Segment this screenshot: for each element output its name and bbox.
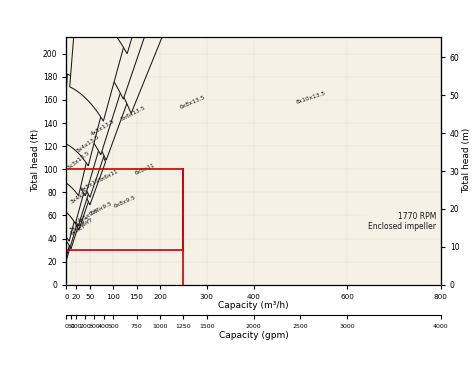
- Polygon shape: [59, 204, 78, 247]
- Polygon shape: [72, 39, 121, 155]
- Polygon shape: [56, 230, 70, 262]
- Text: 4x5x7: 4x5x7: [68, 224, 87, 237]
- Text: 4x5x9.5: 4x5x9.5: [77, 207, 100, 224]
- Polygon shape: [68, 110, 106, 197]
- Polygon shape: [70, 0, 125, 121]
- Text: 4x5x13.5: 4x5x13.5: [90, 119, 116, 137]
- Text: 5x6x11: 5x6x11: [98, 169, 120, 183]
- Polygon shape: [63, 74, 103, 166]
- Text: 4x5x11: 4x5x11: [80, 178, 100, 193]
- Bar: [66, 169, 183, 250]
- Text: 3x4x13.5: 3x4x13.5: [75, 134, 100, 154]
- Text: 2x3x13.5: 2x3x13.5: [66, 150, 91, 170]
- Polygon shape: [64, 169, 90, 230]
- Polygon shape: [70, 121, 106, 205]
- Text: 8x10x13.5: 8x10x13.5: [296, 91, 327, 105]
- Polygon shape: [81, 0, 159, 54]
- Text: 3x4x11: 3x4x11: [70, 189, 91, 205]
- Text: 1770 RPM
Enclosed impeller: 1770 RPM Enclosed impeller: [368, 211, 436, 231]
- Polygon shape: [77, 42, 128, 160]
- Polygon shape: [91, 0, 163, 114]
- Polygon shape: [83, 0, 154, 99]
- Polygon shape: [59, 162, 86, 224]
- Text: Image 1. Pump family selection chart: Image 1. Pump family selection chart: [133, 347, 341, 357]
- Polygon shape: [59, 127, 89, 196]
- Y-axis label: Total head (m): Total head (m): [462, 128, 471, 193]
- X-axis label: Capacity (gpm): Capacity (gpm): [219, 331, 289, 340]
- Text: 3x4x9.5: 3x4x9.5: [68, 216, 91, 233]
- Polygon shape: [55, 274, 60, 287]
- Polygon shape: [57, 231, 71, 263]
- Text: (Images courtesy of HI): (Images courtesy of HI): [341, 347, 456, 357]
- Text: 6x8x9.5: 6x8x9.5: [113, 195, 137, 209]
- Text: 5x6x9.5: 5x6x9.5: [90, 201, 113, 216]
- Polygon shape: [55, 249, 66, 274]
- Text: 5x6x13.5: 5x6x13.5: [120, 105, 147, 122]
- Polygon shape: [60, 205, 79, 249]
- Polygon shape: [57, 196, 77, 241]
- Polygon shape: [54, 264, 62, 280]
- Polygon shape: [63, 164, 89, 226]
- Polygon shape: [103, 0, 202, 27]
- Y-axis label: Total head (ft): Total head (ft): [31, 129, 40, 192]
- X-axis label: Capacity (m³/h): Capacity (m³/h): [219, 301, 289, 310]
- Polygon shape: [64, 114, 100, 196]
- Text: 5x6x7: 5x6x7: [76, 217, 94, 230]
- Text: 6x8x13.5: 6x8x13.5: [179, 95, 206, 110]
- Text: 6x8x11: 6x8x11: [134, 162, 156, 176]
